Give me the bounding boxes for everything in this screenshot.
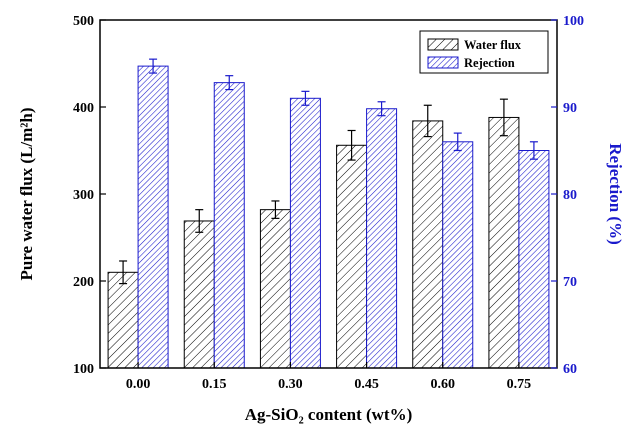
bar-water-flux [183,220,215,369]
y-right-tick-label: 90 [563,101,577,116]
bar-water-flux [107,271,139,369]
y-left-tick-label: 500 [73,14,94,29]
bar-rejection [366,108,398,369]
y-right-tick-label: 80 [563,188,577,203]
x-tick-label: 0.30 [278,377,303,392]
x-axis-title: Ag-SiO₂ content (wt%) [245,405,413,424]
y-left-axis-title: Pure water flux (L/m²h) [17,107,36,280]
y-right-tick-label: 60 [563,362,577,377]
y-left-tick-label: 200 [73,275,94,290]
bars-layer [107,58,550,369]
bar-rejection [213,82,245,369]
legend: Water flux Rejection [419,30,549,74]
legend-label: Water flux [464,38,522,52]
bar-rejection [137,65,169,369]
legend-swatch-rejection [427,56,459,69]
legend-label: Rejection [464,56,515,70]
x-tick-label: 0.00 [126,377,151,392]
x-tick-label: 0.60 [431,377,456,392]
bar-water-flux [412,120,444,369]
x-tick-label: 0.45 [354,377,379,392]
y-right-axis-title: Rejection (%) [606,143,625,245]
bar-rejection [442,141,474,369]
y-left-tick-label: 400 [73,101,94,116]
y-left-tick-label: 300 [73,188,94,203]
bar-water-flux [259,209,291,369]
x-tick-label: 0.15 [202,377,227,392]
ticks-layer [100,19,557,369]
bar-rejection [289,97,321,369]
legend-swatch-water-flux [427,38,459,51]
bar-water-flux [336,144,368,369]
labels-layer: 0.00 0.15 0.30 0.45 0.60 0.75 100 200 300 400 500 6… [17,14,625,424]
x-tick-label: 0.75 [507,377,532,392]
bar-water-flux [488,116,520,369]
y-right-tick-label: 100 [563,14,584,29]
y-left-tick-label: 100 [73,362,94,377]
bar-rejection [518,150,550,369]
y-right-tick-label: 70 [563,275,577,290]
